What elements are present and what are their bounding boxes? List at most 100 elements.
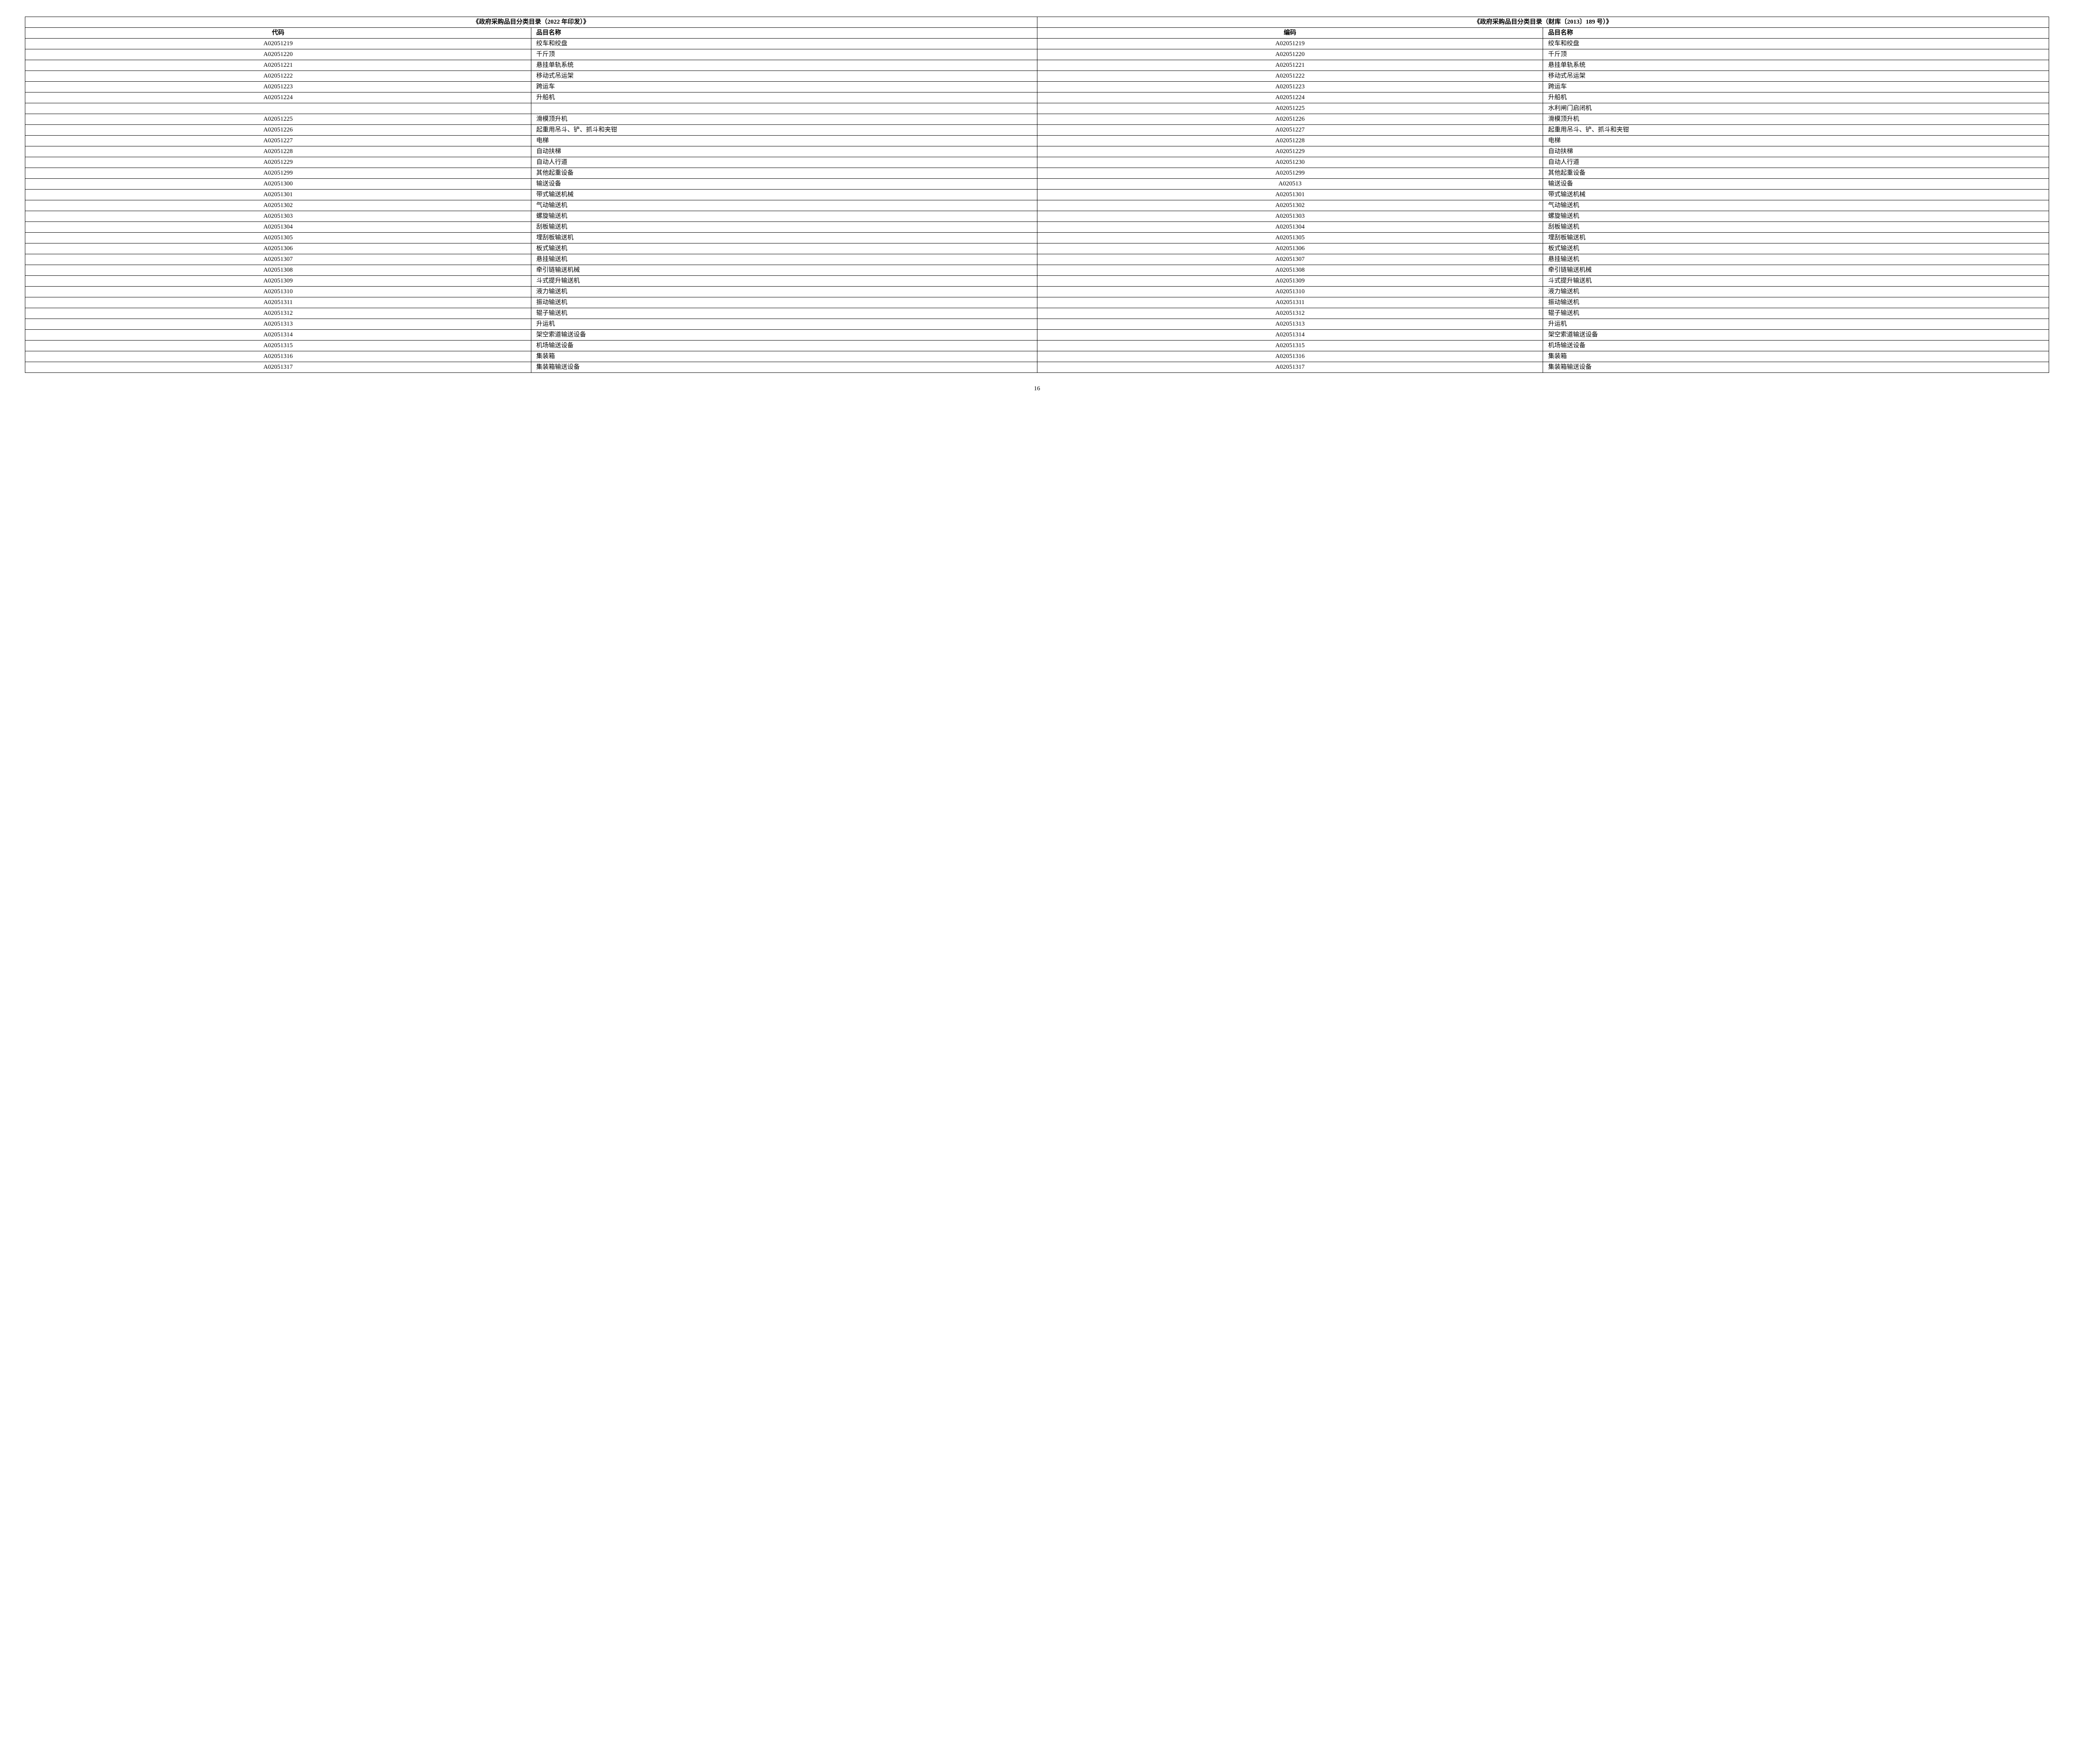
header-right-group: 《政府采购品目分类目录（财库〔2013〕189 号）》 (1037, 17, 2049, 28)
left-name-cell: 振动输送机 (531, 297, 1037, 308)
right-code-cell: A02051223 (1037, 82, 1543, 92)
procurement-catalog-table: 《政府采购品目分类目录（2022 年印发）》 《政府采购品目分类目录（财库〔20… (25, 17, 2049, 373)
right-code-cell: A02051229 (1037, 146, 1543, 157)
left-code-cell: A02051313 (25, 319, 531, 330)
table-row: A02051313升运机A02051313升运机 (25, 319, 2049, 330)
right-name-cell: 升船机 (1543, 92, 2049, 103)
left-name-cell: 电梯 (531, 136, 1037, 146)
right-code-cell: A02051309 (1037, 276, 1543, 287)
left-name-cell: 千斤顶 (531, 49, 1037, 60)
right-name-cell: 辊子输送机 (1543, 308, 2049, 319)
right-name-cell: 埋刮板输送机 (1543, 233, 2049, 243)
left-name-cell: 牵引链输送机械 (531, 265, 1037, 276)
left-name-cell: 升运机 (531, 319, 1037, 330)
left-code-cell: A02051302 (25, 200, 531, 211)
right-code-cell: A02051308 (1037, 265, 1543, 276)
left-name-cell: 架空索道输送设备 (531, 330, 1037, 341)
left-code-cell: A02051226 (25, 125, 531, 136)
left-name-cell: 刮板输送机 (531, 222, 1037, 233)
left-code-cell: A02051307 (25, 254, 531, 265)
table-row: A02051228自动扶梯A02051229自动扶梯 (25, 146, 2049, 157)
col-left-name-header: 品目名称 (531, 28, 1037, 39)
left-code-cell: A02051228 (25, 146, 531, 157)
table-row: A02051308牵引链输送机械A02051308牵引链输送机械 (25, 265, 2049, 276)
left-code-cell: A02051224 (25, 92, 531, 103)
left-name-cell: 带式输送机械 (531, 190, 1037, 200)
left-code-cell: A02051317 (25, 362, 531, 373)
right-name-cell: 千斤顶 (1543, 49, 2049, 60)
right-name-cell: 悬挂单轨系统 (1543, 60, 2049, 71)
table-row: A02051223跨运车A02051223跨运车 (25, 82, 2049, 92)
header-left-group: 《政府采购品目分类目录（2022 年印发）》 (25, 17, 1037, 28)
left-code-cell: A02051221 (25, 60, 531, 71)
left-code-cell: A02051229 (25, 157, 531, 168)
left-name-cell: 起重用吊斗、铲、抓斗和夹钳 (531, 125, 1037, 136)
left-code-cell: A02051303 (25, 211, 531, 222)
left-name-cell: 辊子输送机 (531, 308, 1037, 319)
left-name-cell: 跨运车 (531, 82, 1037, 92)
left-code-cell: A02051227 (25, 136, 531, 146)
right-code-cell: A02051303 (1037, 211, 1543, 222)
right-name-cell: 其他起重设备 (1543, 168, 2049, 179)
right-code-cell: A02051316 (1037, 351, 1543, 362)
table-row: A02051219绞车和绞盘A02051219绞车和绞盘 (25, 39, 2049, 49)
table-row: A02051316集装箱A02051316集装箱 (25, 351, 2049, 362)
right-code-cell: A02051312 (1037, 308, 1543, 319)
right-name-cell: 牵引链输送机械 (1543, 265, 2049, 276)
left-code-cell: A02051309 (25, 276, 531, 287)
table-row: A02051229自动人行道A02051230自动人行道 (25, 157, 2049, 168)
right-name-cell: 振动输送机 (1543, 297, 2049, 308)
left-name-cell: 悬挂输送机 (531, 254, 1037, 265)
left-code-cell: A02051304 (25, 222, 531, 233)
table-row: A02051305埋刮板输送机A02051305埋刮板输送机 (25, 233, 2049, 243)
left-name-cell: 输送设备 (531, 179, 1037, 190)
left-name-cell: 升船机 (531, 92, 1037, 103)
right-name-cell: 气动输送机 (1543, 200, 2049, 211)
left-name-cell: 自动扶梯 (531, 146, 1037, 157)
right-name-cell: 机场输送设备 (1543, 341, 2049, 351)
header-column-row: 代码 品目名称 编码 品目名称 (25, 28, 2049, 39)
right-name-cell: 液力输送机 (1543, 287, 2049, 297)
left-code-cell: A02051225 (25, 114, 531, 125)
right-code-cell: A02051219 (1037, 39, 1543, 49)
right-code-cell: A02051221 (1037, 60, 1543, 71)
left-name-cell: 气动输送机 (531, 200, 1037, 211)
left-name-cell (531, 103, 1037, 114)
left-name-cell: 斗式提升输送机 (531, 276, 1037, 287)
right-name-cell: 板式输送机 (1543, 243, 2049, 254)
table-row: A02051310液力输送机A02051310液力输送机 (25, 287, 2049, 297)
right-name-cell: 带式输送机械 (1543, 190, 2049, 200)
left-code-cell (25, 103, 531, 114)
table-row: A02051312辊子输送机A02051312辊子输送机 (25, 308, 2049, 319)
table-row: A02051220千斤顶A02051220千斤顶 (25, 49, 2049, 60)
table-body: A02051219绞车和绞盘A02051219绞车和绞盘A02051220千斤顶… (25, 39, 2049, 373)
right-name-cell: 跨运车 (1543, 82, 2049, 92)
left-code-cell: A02051310 (25, 287, 531, 297)
right-code-cell: A02051305 (1037, 233, 1543, 243)
table-row: A02051309斗式提升输送机A02051309斗式提升输送机 (25, 276, 2049, 287)
right-name-cell: 斗式提升输送机 (1543, 276, 2049, 287)
left-code-cell: A02051219 (25, 39, 531, 49)
left-name-cell: 集装箱 (531, 351, 1037, 362)
left-name-cell: 机场输送设备 (531, 341, 1037, 351)
right-code-cell: A02051304 (1037, 222, 1543, 233)
right-code-cell: A02051307 (1037, 254, 1543, 265)
col-right-code-header: 编码 (1037, 28, 1543, 39)
table-row: A02051317集装箱输送设备A02051317集装箱输送设备 (25, 362, 2049, 373)
right-code-cell: A02051311 (1037, 297, 1543, 308)
right-name-cell: 集装箱 (1543, 351, 2049, 362)
col-right-name-header: 品目名称 (1543, 28, 2049, 39)
table-row: A02051225滑模顶升机A02051226滑模顶升机 (25, 114, 2049, 125)
table-row: A02051303螺旋输送机A02051303螺旋输送机 (25, 211, 2049, 222)
left-code-cell: A02051311 (25, 297, 531, 308)
right-name-cell: 移动式吊运架 (1543, 71, 2049, 82)
left-code-cell: A02051308 (25, 265, 531, 276)
table-row: A02051311振动输送机A02051311振动输送机 (25, 297, 2049, 308)
table-row: A02051227电梯A02051228电梯 (25, 136, 2049, 146)
right-name-cell: 升运机 (1543, 319, 2049, 330)
table-row: A02051302气动输送机A02051302气动输送机 (25, 200, 2049, 211)
left-name-cell: 螺旋输送机 (531, 211, 1037, 222)
left-code-cell: A02051223 (25, 82, 531, 92)
right-code-cell: A02051225 (1037, 103, 1543, 114)
right-name-cell: 电梯 (1543, 136, 2049, 146)
